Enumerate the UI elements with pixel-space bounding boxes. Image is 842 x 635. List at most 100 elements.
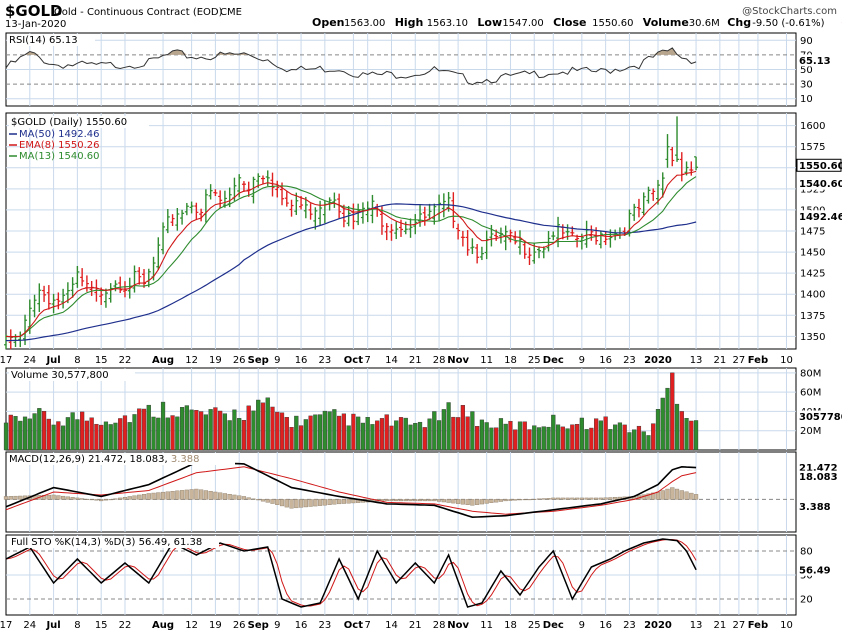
- volume-bar: [575, 424, 579, 450]
- volume-bar: [180, 407, 184, 450]
- macd-histogram-bar: [61, 496, 65, 499]
- y-tick-label: 80M: [800, 368, 821, 379]
- macd-histogram-bar: [71, 497, 75, 499]
- ohlc-value: 1547.00: [502, 18, 543, 29]
- macd-histogram-bar: [47, 495, 51, 499]
- volume-bar: [385, 415, 389, 450]
- macd-title: MACD(12,26,9) 21.472, 18.083, 3.388: [9, 454, 199, 465]
- x-tick-label: 21: [713, 620, 726, 631]
- volume-bar: [361, 423, 365, 450]
- x-tick-label: 23: [318, 355, 331, 366]
- macd-histogram-bar: [689, 493, 693, 499]
- volume-bar: [199, 412, 203, 450]
- volume-bar: [689, 421, 693, 450]
- macd-histogram-bar: [494, 499, 498, 502]
- ohlc-label: Low: [477, 16, 502, 29]
- macd-histogram-bar: [352, 499, 356, 503]
- x-tick-label: 9: [274, 355, 280, 366]
- macd-histogram-bar: [161, 492, 165, 499]
- volume-bar: [294, 416, 298, 450]
- volume-bar: [9, 415, 13, 450]
- macd-histogram-bar: [585, 498, 589, 499]
- macd-histogram-bar: [256, 499, 260, 500]
- macd-histogram-bar: [166, 492, 170, 500]
- volume-bar: [4, 423, 8, 450]
- macd-histogram-bar: [547, 498, 551, 499]
- macd-histogram-bar: [513, 499, 517, 500]
- macd-histogram-bar: [537, 499, 541, 500]
- volume-bar: [556, 425, 560, 450]
- volume-bar: [237, 418, 241, 450]
- volume-bar: [18, 421, 22, 450]
- volume-bar: [185, 406, 189, 450]
- volume-bar: [447, 403, 451, 450]
- volume-bar: [404, 418, 408, 450]
- volume-bar: [95, 424, 99, 450]
- legend-entry: EMA(8) 1550.26: [19, 140, 99, 151]
- x-tick-label: 12: [185, 355, 198, 366]
- x-tick-label: 14: [385, 355, 398, 366]
- macd-histogram-bar: [499, 499, 503, 501]
- value-badge-label: 3.388: [799, 502, 831, 513]
- macd-histogram-bar: [399, 499, 403, 500]
- volume-bar: [380, 418, 384, 450]
- macd-histogram-bar: [280, 499, 284, 506]
- macd-histogram-bar: [299, 499, 303, 507]
- volume-bar: [304, 419, 308, 450]
- macd-histogram-bar: [294, 499, 298, 507]
- volume-bar: [485, 422, 489, 450]
- volume-bar: [490, 428, 494, 450]
- volume-bar: [418, 422, 422, 450]
- macd-histogram-bar: [680, 491, 684, 500]
- macd-histogram-bar: [589, 498, 593, 499]
- x-tick-label: 19: [209, 355, 222, 366]
- macd-histogram-bar: [80, 499, 84, 500]
- x-tick-label: 2020: [644, 620, 672, 631]
- ohlc-value: 1563.10: [427, 18, 468, 29]
- volume-bar: [513, 430, 517, 450]
- volume-bar: [442, 409, 446, 450]
- volume-bar: [75, 420, 79, 450]
- macd-histogram-bar: [594, 498, 598, 499]
- macd-histogram-bar: [466, 499, 470, 504]
- macd-histogram-bar: [242, 496, 246, 499]
- x-tick-label: Nov: [447, 355, 469, 366]
- x-tick-label: 22: [119, 355, 132, 366]
- macd-histogram-bar: [304, 499, 308, 507]
- chart-description: Gold - Continuous Contract (EOD): [54, 7, 223, 18]
- volume-bar: [642, 432, 646, 450]
- volume-bar: [309, 416, 313, 450]
- macd-histogram-bar: [175, 491, 179, 500]
- x-tick-label: 26: [233, 620, 246, 631]
- x-tick-label: 11: [480, 620, 493, 631]
- macd-histogram-bar: [237, 496, 241, 500]
- volume-bar: [252, 411, 256, 450]
- volume-bar: [399, 417, 403, 450]
- ohlc-value: 1563.00: [344, 18, 385, 29]
- volume-bar: [213, 408, 217, 450]
- value-badge-label: 56.49: [799, 565, 831, 576]
- macd-histogram-bar: [613, 497, 617, 499]
- value-badge-label: 1492.46: [799, 212, 842, 223]
- volume-bar: [161, 402, 165, 450]
- volume-bar: [608, 429, 612, 450]
- macd-title-hist: 3.388: [171, 454, 200, 465]
- x-tick-label: 24: [23, 620, 36, 631]
- volume-bar: [242, 420, 246, 450]
- volume-bar: [152, 417, 156, 450]
- volume-bar: [342, 414, 346, 450]
- volume-bar: [290, 427, 294, 450]
- volume-bar: [423, 427, 427, 450]
- macd-histogram-bar: [551, 498, 555, 499]
- macd-histogram-bar: [528, 499, 532, 500]
- macd-histogram-bar: [171, 491, 175, 499]
- x-tick-label: Jul: [45, 620, 60, 631]
- volume-bar: [670, 373, 674, 450]
- x-tick-label: Aug: [152, 355, 174, 366]
- macd-histogram-bar: [423, 499, 427, 500]
- macd-histogram-bar: [328, 499, 332, 504]
- x-tick-label: 21: [409, 620, 422, 631]
- x-tick-label: 17: [0, 620, 12, 631]
- legend-entry: MA(13) 1540.60: [19, 151, 100, 162]
